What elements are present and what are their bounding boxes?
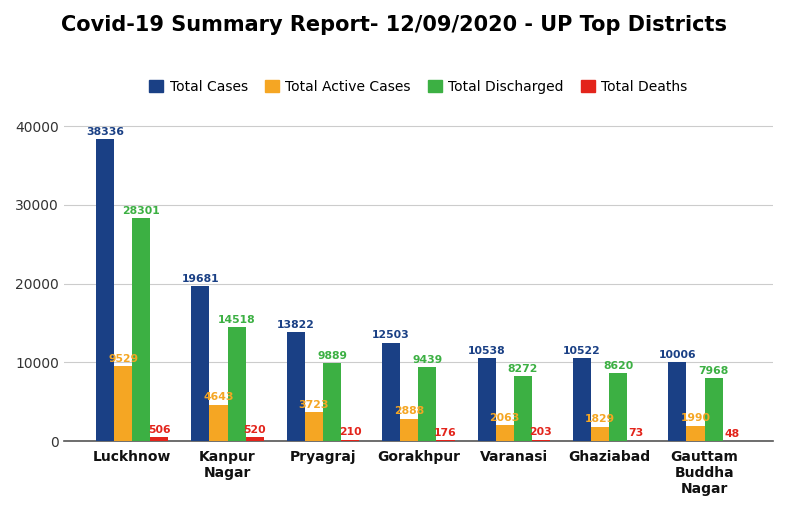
Bar <box>573 358 591 442</box>
Text: 10538: 10538 <box>468 346 505 356</box>
Legend: Total Cases, Total Active Cases, Total Discharged, Total Deaths: Total Cases, Total Active Cases, Total D… <box>143 74 693 99</box>
Text: 8620: 8620 <box>603 361 634 371</box>
Text: 4643: 4643 <box>203 392 234 402</box>
Bar <box>686 426 704 442</box>
Bar <box>418 367 437 442</box>
Bar <box>496 425 514 442</box>
Bar <box>437 440 455 442</box>
Text: 9889: 9889 <box>317 351 347 361</box>
Text: 2888: 2888 <box>394 406 425 416</box>
Bar <box>609 374 627 442</box>
Text: 7968: 7968 <box>698 366 729 376</box>
Bar <box>114 366 132 442</box>
Bar <box>400 419 418 442</box>
Text: 1990: 1990 <box>681 413 711 423</box>
Bar <box>627 440 645 442</box>
Text: 210: 210 <box>339 427 362 437</box>
Text: 38336: 38336 <box>86 127 124 137</box>
Text: 506: 506 <box>148 425 171 435</box>
Text: 14518: 14518 <box>217 314 255 324</box>
Text: 176: 176 <box>434 428 457 437</box>
Bar <box>210 405 228 442</box>
Text: 3723: 3723 <box>299 400 329 409</box>
Bar <box>704 379 723 442</box>
Bar <box>668 362 686 442</box>
Bar <box>191 286 210 442</box>
Text: 13822: 13822 <box>277 320 314 330</box>
Text: 19681: 19681 <box>181 274 219 284</box>
Bar <box>532 439 550 442</box>
Text: 1829: 1829 <box>585 414 615 425</box>
Bar <box>132 218 151 442</box>
Text: 520: 520 <box>243 425 266 435</box>
Bar <box>382 343 400 442</box>
Text: 8272: 8272 <box>507 364 538 374</box>
Bar <box>96 139 114 442</box>
Bar <box>341 439 359 442</box>
Bar <box>323 363 341 442</box>
Text: 73: 73 <box>629 428 644 438</box>
Text: 48: 48 <box>724 429 739 438</box>
Text: 10522: 10522 <box>563 346 600 356</box>
Text: 28301: 28301 <box>122 206 160 216</box>
Bar <box>246 437 264 442</box>
Bar <box>305 412 323 442</box>
Text: 10006: 10006 <box>659 350 696 360</box>
Text: 203: 203 <box>530 427 552 437</box>
Text: 9439: 9439 <box>412 355 443 364</box>
Bar <box>478 358 496 442</box>
Bar <box>514 376 532 442</box>
Text: 2063: 2063 <box>489 413 520 423</box>
Bar <box>151 437 169 442</box>
Text: 12503: 12503 <box>372 331 410 340</box>
Bar <box>591 427 609 442</box>
Bar <box>228 327 246 442</box>
Text: Covid-19 Summary Report- 12/09/2020 - UP Top Districts: Covid-19 Summary Report- 12/09/2020 - UP… <box>61 15 727 35</box>
Bar <box>287 332 305 442</box>
Text: 9529: 9529 <box>108 354 138 364</box>
